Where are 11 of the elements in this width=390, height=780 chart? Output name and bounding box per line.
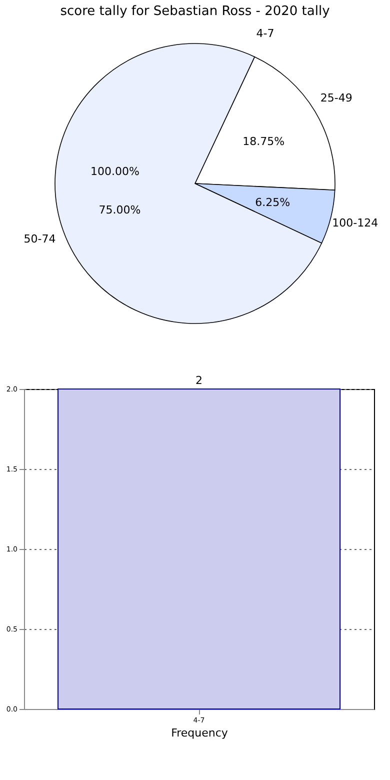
category-label: 4-7	[256, 27, 274, 40]
data-label: 75.00%	[98, 204, 141, 217]
data-label: 6.25%	[255, 196, 290, 209]
slice-label: 25-49	[320, 91, 352, 104]
data-label: 18.75%	[242, 135, 285, 148]
data-label: 2	[196, 374, 202, 387]
slice-label: 50-74	[24, 232, 56, 246]
text: 100.00%	[90, 165, 140, 178]
chart-title: score tally for Sebastian Ross - 2020 tally	[60, 4, 330, 19]
slice-label: 100-124	[332, 216, 378, 230]
x-axis-title: Frequency	[171, 726, 228, 740]
